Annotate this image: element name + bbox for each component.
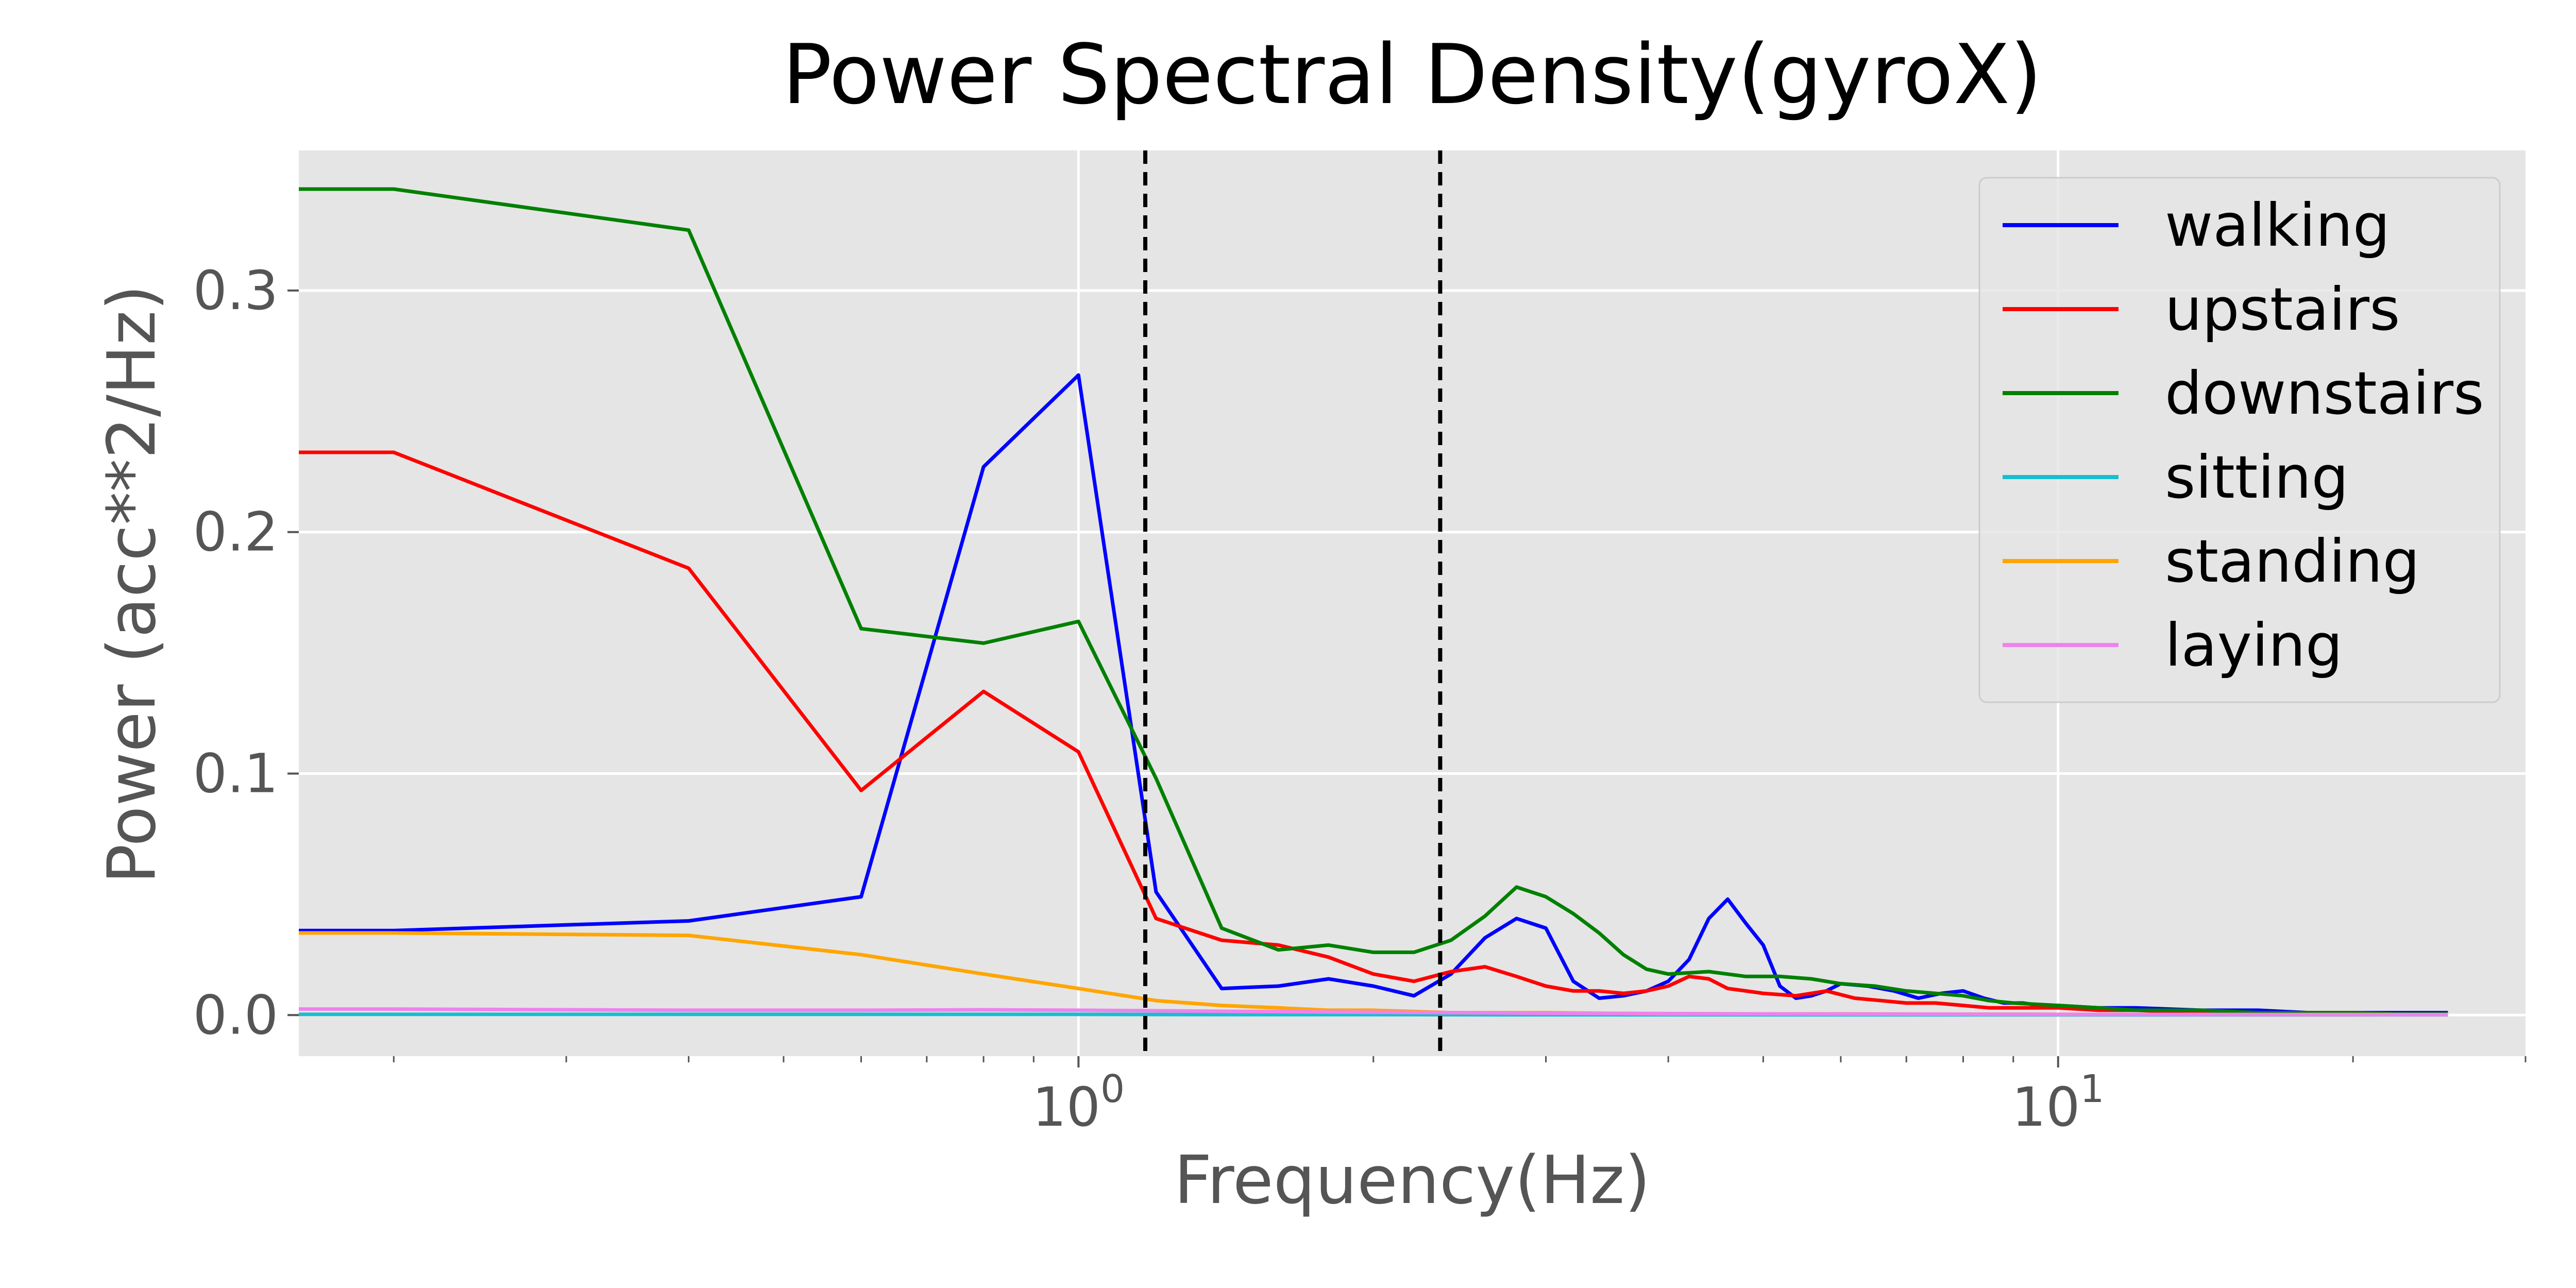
series-lines [299,187,2448,1017]
x-axis-ticks: 100 101 [1032,1056,2104,1139]
x-tick-label: 101 [2012,1067,2104,1139]
legend: walking upstairs downstairs sitting standing… [1978,177,2501,703]
series-line-upstairs [299,450,2448,1016]
y-tick-label: 0.1 [193,742,278,805]
y-tick-label: 0.0 [193,984,278,1046]
legend-label-walking: walking [2165,191,2390,260]
y-axis-label: Power (acc**2/Hz) [94,285,171,884]
legend-label-standing: standing [2165,527,2420,596]
x-tick-label: 100 [1032,1067,1125,1139]
legend-label-upstairs: upstairs [2165,275,2400,344]
y-tick-label: 0.2 [193,501,278,564]
chart-title: Power Spectral Density(gyroX) [782,26,2042,123]
y-tick-label: 0.3 [193,259,278,322]
series-line-downstairs [299,187,2448,1016]
x-axis-label: Frequency(Hz) [1174,1142,1651,1219]
legend-label-sitting: sitting [2165,443,2349,512]
series-line-laying [299,1007,2448,1016]
legend-label-downstairs: downstairs [2165,359,2484,428]
y-axis-ticks: 0.0 0.1 0.2 0.3 [193,259,299,1046]
minor-x-ticks [393,1056,2527,1062]
legend-label-laying: laying [2165,611,2343,680]
